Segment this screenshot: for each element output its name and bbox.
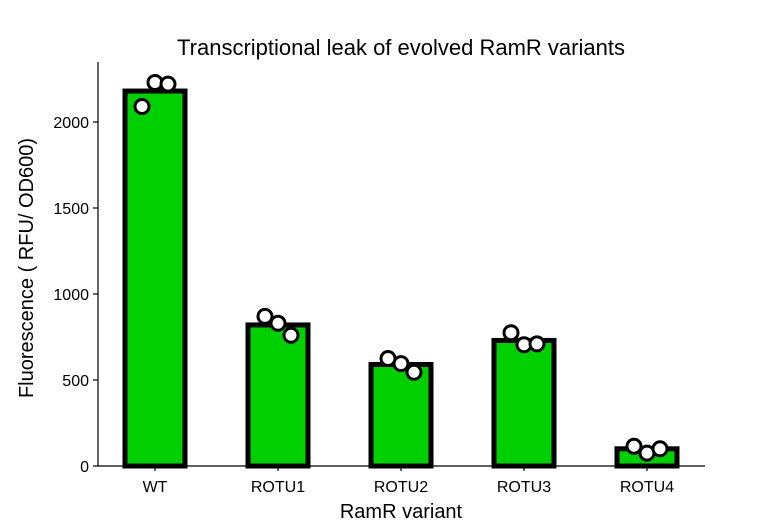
replicate-point-rotu4-1 xyxy=(625,437,643,455)
x-ticks-group: WT ROTU1 ROTU2 ROTU3 ROTU4 xyxy=(143,466,674,496)
replicate-point-wt-3 xyxy=(159,75,177,93)
x-tick-label-rotu4: ROTU4 xyxy=(620,479,674,496)
y-tick-label-1500: 1500 xyxy=(53,201,89,218)
replicate-point-rotu2-3 xyxy=(405,363,423,381)
bar-rotu3 xyxy=(491,337,557,469)
replicate-point-rotu1-2 xyxy=(269,314,287,332)
x-tick-label-rotu2: ROTU2 xyxy=(374,479,428,496)
bar-wt xyxy=(122,88,188,469)
y-tick-label-1000: 1000 xyxy=(53,287,89,304)
y-axis-label: Fluorescence ( RFU/ OD600) xyxy=(16,138,38,398)
y-tick-label-0: 0 xyxy=(80,459,89,476)
x-tick-label-wt: WT xyxy=(143,479,168,496)
replicate-point-rotu3-1 xyxy=(502,324,520,342)
replicate-point-rotu2-2 xyxy=(392,355,410,373)
replicate-point-rotu4-3 xyxy=(651,440,669,458)
y-ticks-group: 0 500 1000 1500 2000 xyxy=(53,115,98,476)
x-axis-label: RamR variant xyxy=(340,501,463,523)
y-tick-label-500: 500 xyxy=(62,373,89,390)
replicate-point-rotu1-3 xyxy=(282,326,300,344)
replicate-points-group xyxy=(133,73,669,462)
replicate-point-rotu1-1 xyxy=(256,307,274,325)
replicate-point-rotu3-3 xyxy=(528,335,546,353)
x-tick-label-rotu1: ROTU1 xyxy=(251,479,305,496)
replicate-point-wt-1 xyxy=(133,98,151,116)
chart-title: Transcriptional leak of evolved RamR var… xyxy=(177,35,625,60)
bars-group xyxy=(122,88,680,469)
bar-rotu2 xyxy=(368,362,434,469)
bar-rotu1 xyxy=(245,322,311,469)
x-tick-label-rotu3: ROTU3 xyxy=(497,479,551,496)
y-tick-label-2000: 2000 xyxy=(53,115,89,132)
